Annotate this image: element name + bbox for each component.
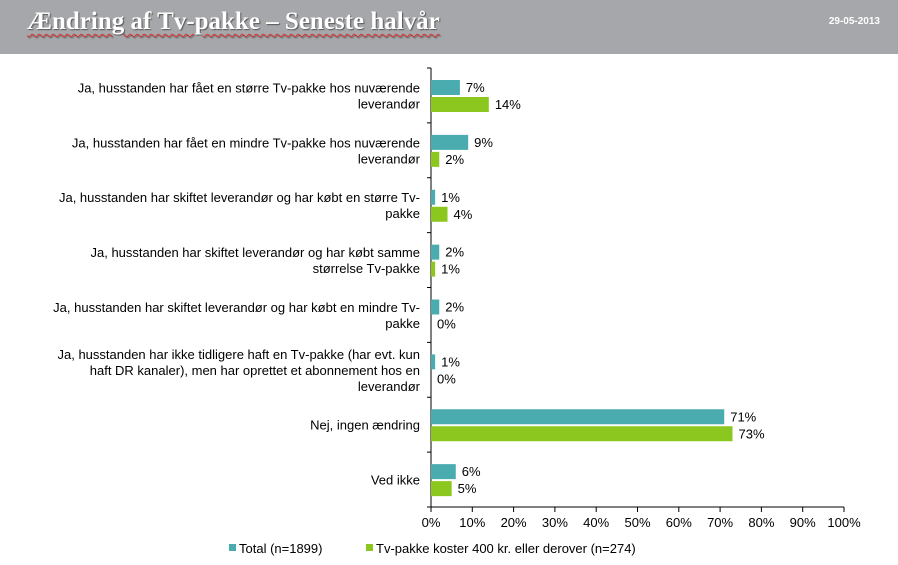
data-label: 0% [437,371,456,386]
legend-label: Tv-pakke koster 400 kr. eller derover (n… [376,541,636,556]
category-label: leverandør [358,96,421,111]
bar-tv400 [431,261,436,277]
category-label: Ja, husstanden har skiftet leverandør og… [53,300,420,315]
x-tick-label: 40% [583,515,609,530]
bar-total [431,80,460,95]
bar-tv400 [431,97,489,112]
data-label: 5% [458,481,477,496]
data-label: 2% [445,152,464,167]
x-tick-label: 20% [501,515,527,530]
category-label: Ja, husstanden har ikke tidligere haft e… [57,347,420,362]
x-tick-label: 0% [422,515,441,530]
category-label: Ved ikke [371,473,420,488]
data-label: 1% [441,190,460,205]
legend-swatch [229,544,236,551]
x-tick-label: 30% [542,515,568,530]
bar-total [431,244,440,260]
category-label: Ja, husstanden har skiftet leverandør og… [59,190,420,205]
category-label: Nej, ingen ændring [310,418,420,433]
bar-total [431,464,456,480]
category-label: leverandør [358,151,421,166]
category-label: Ja, husstanden har fået en mindre Tv-pak… [72,135,420,150]
data-label: 2% [445,245,464,260]
x-tick-label: 60% [666,515,692,530]
data-label: 2% [445,300,464,315]
bar-total [431,354,436,370]
data-label: 14% [495,97,521,112]
bar-total [431,409,725,425]
data-label: 1% [441,262,460,277]
bar-tv400 [431,206,448,222]
category-label: Ja, husstanden har skiftet leverandør og… [91,245,421,260]
data-label: 4% [454,207,473,222]
category-label: haft DR kanaler), men har oprettet et ab… [90,363,420,378]
data-label: 73% [738,426,764,441]
x-tick-label: 80% [748,515,774,530]
date-label: 29-05-2013 [828,16,880,27]
legend-swatch [366,544,373,551]
x-tick-label: 10% [459,515,485,530]
data-label: 9% [474,135,493,150]
data-label: 1% [441,354,460,369]
page-title: Ændring af Tv-pakke – Seneste halvår [27,8,440,35]
category-label: pakke [385,206,420,221]
data-label: 7% [466,80,485,95]
data-label: 71% [730,409,756,424]
x-tick-label: 100% [827,515,861,530]
category-label: pakke [385,316,420,331]
category-label: størrelse Tv-pakke [313,261,420,276]
x-tick-label: 70% [707,515,733,530]
bar-total [431,299,440,315]
bar-tv400 [431,151,440,167]
legend-label: Total (n=1899) [239,541,322,556]
bar-total [431,134,469,150]
bar-total [431,189,436,205]
data-label: 6% [462,464,481,479]
x-tick-label: 90% [790,515,816,530]
bar-tv400 [431,426,733,442]
header-bar: Ændring af Tv-pakke – Seneste halvår 29-… [0,0,898,54]
category-label: Ja, husstanden har fået en større Tv-pak… [78,80,420,95]
bar-tv400 [431,481,452,497]
data-label: 0% [437,317,456,332]
category-label: leverandør [358,379,421,394]
x-tick-label: 50% [624,515,650,530]
